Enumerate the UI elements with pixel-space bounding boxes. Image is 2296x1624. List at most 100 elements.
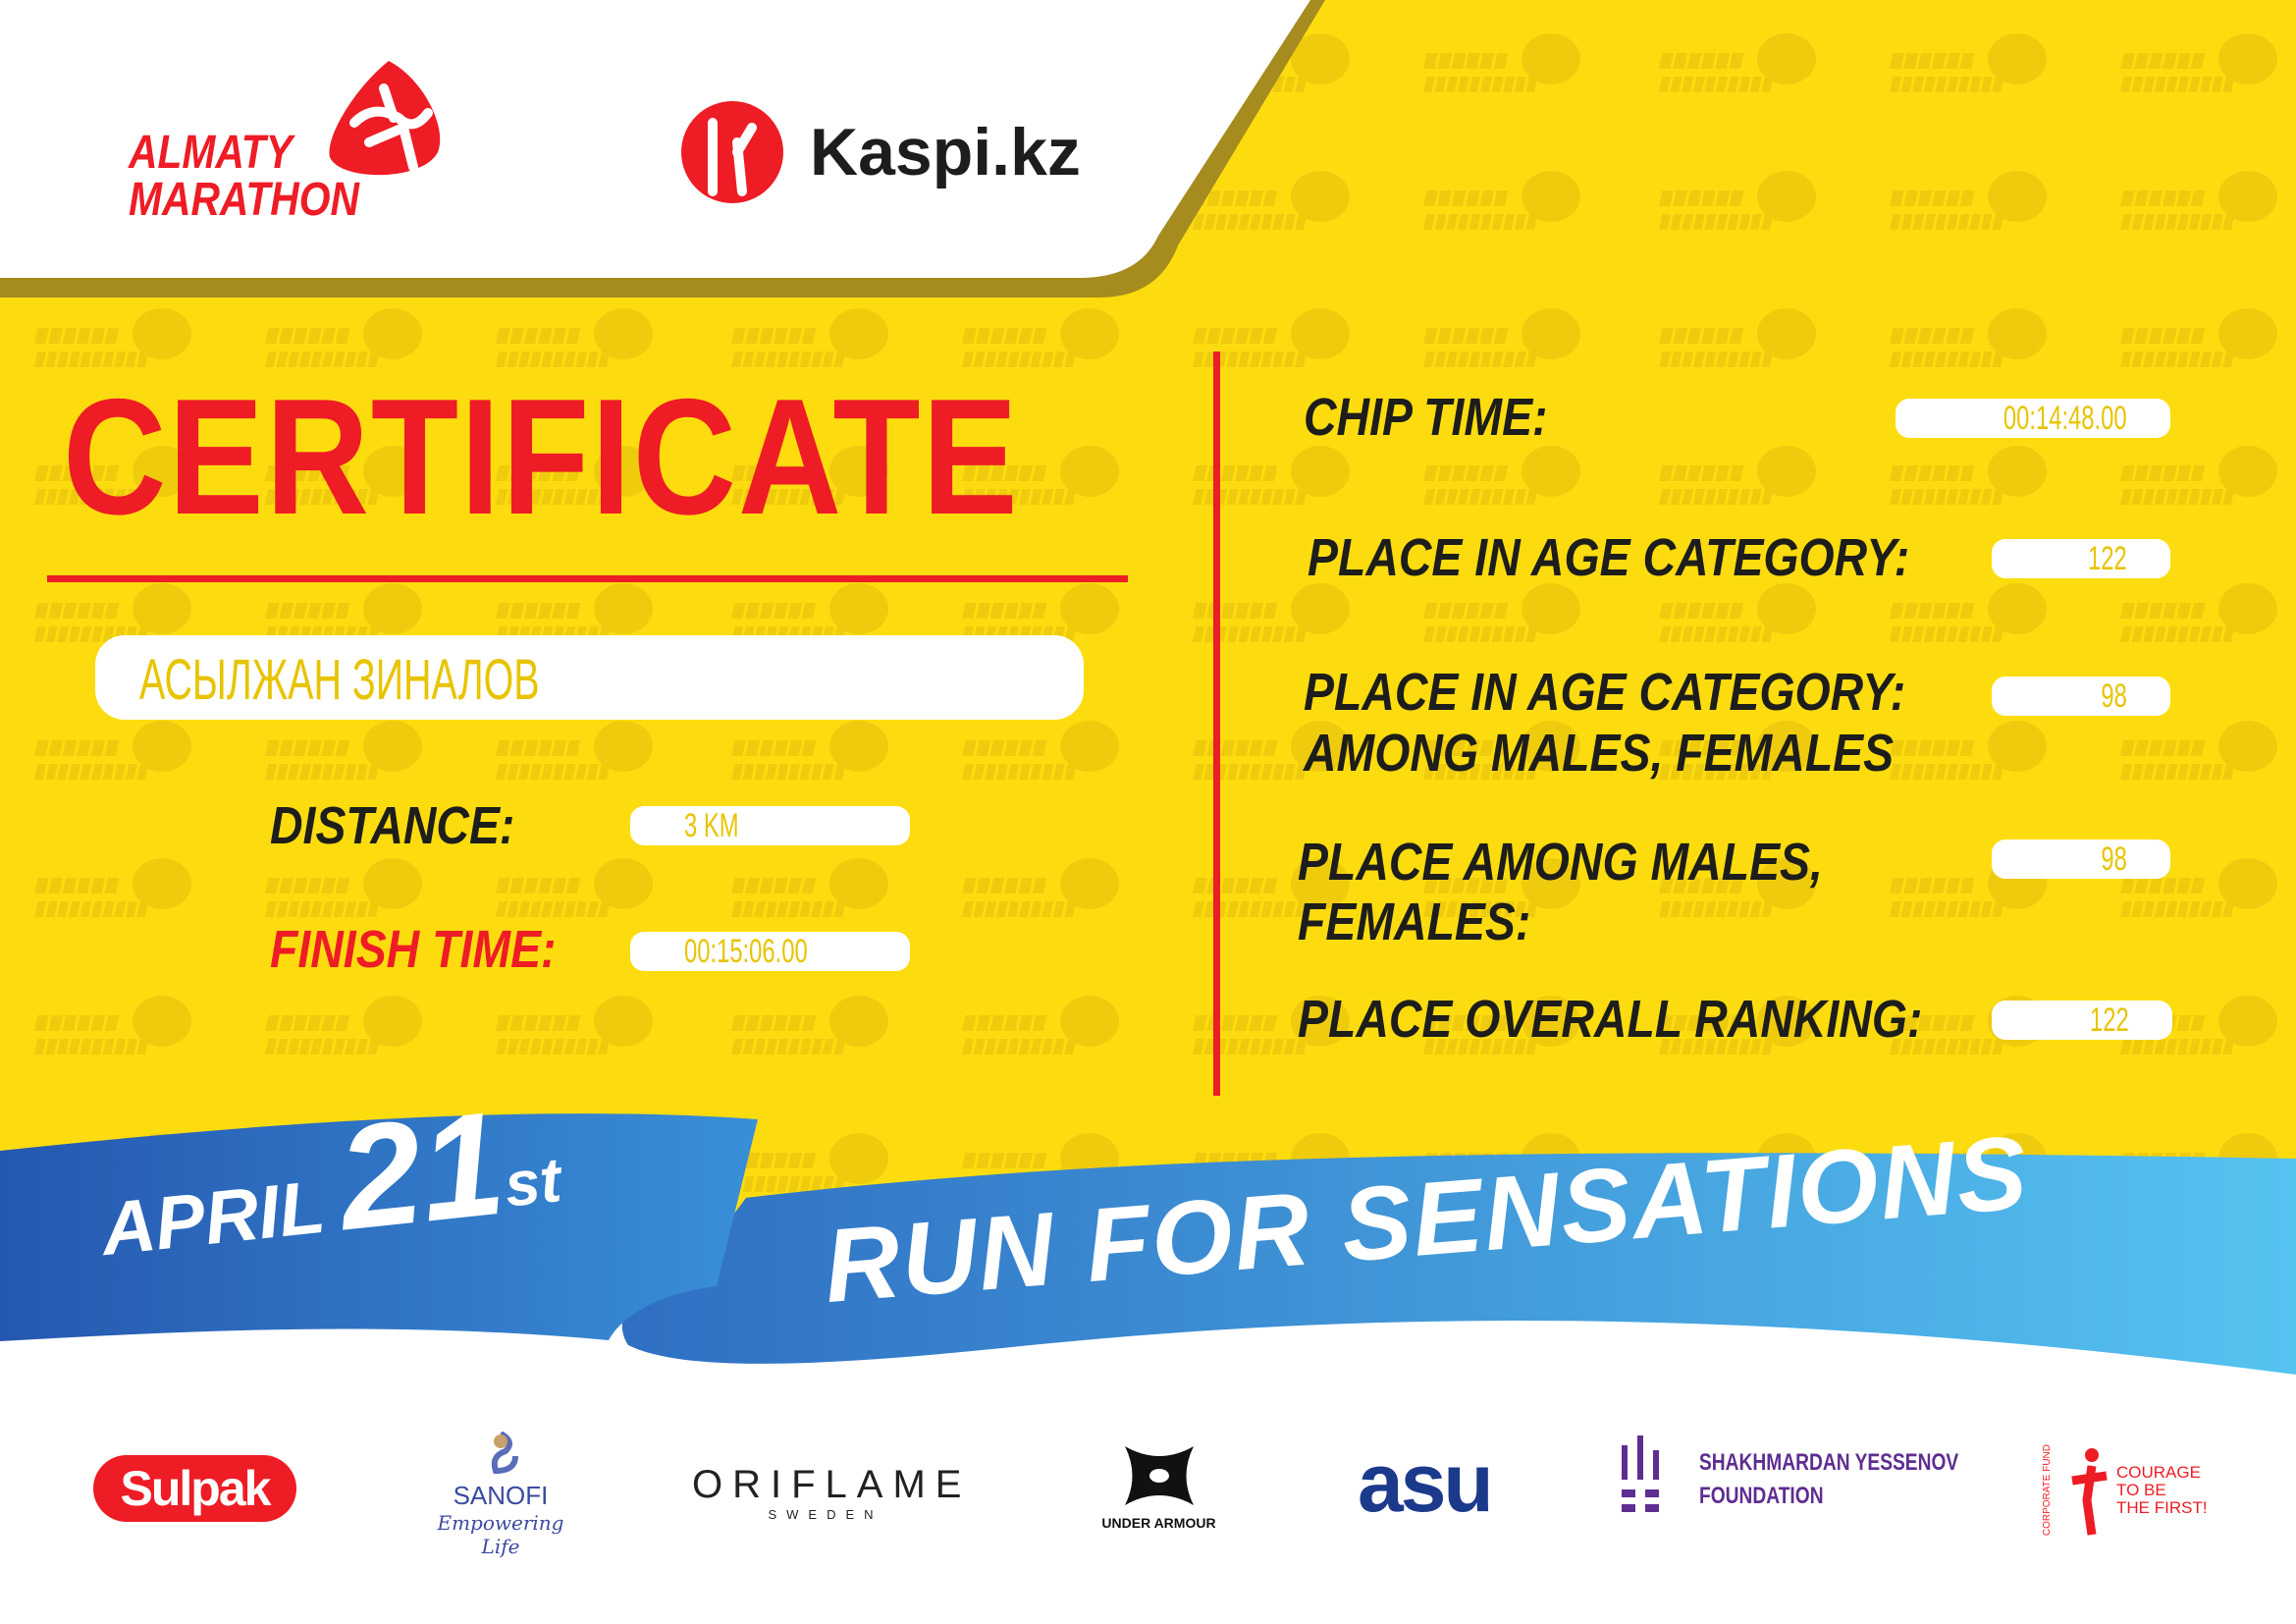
watermark-tile: [2120, 721, 2277, 780]
overall-ranking-value: 122: [2090, 1001, 2129, 1039]
oriflame-name: ORIFLAME: [692, 1463, 972, 1506]
distance-value-field: 3 KM: [630, 806, 910, 845]
courage-arc-text: CORPORATE FUND: [2042, 1444, 2053, 1537]
watermark-tile: [730, 721, 888, 780]
distance-label: DISTANCE:: [270, 796, 515, 855]
watermark-tile: [2120, 33, 2277, 92]
yessenov-line2: FOUNDATION: [1699, 1483, 1824, 1509]
race-day-suffix: st: [501, 1144, 564, 1220]
watermark-tile: [496, 583, 653, 642]
watermark-tile: [2120, 858, 2277, 917]
almaty-marathon-logo: ALMATY MARATHON: [129, 59, 453, 226]
watermark-tile: [1890, 171, 2047, 230]
watermark-tile: [961, 858, 1119, 917]
watermark-tile: [2120, 583, 2277, 642]
watermark-tile: [265, 308, 422, 367]
finish-time-value-field: 00:15:06.00: [630, 932, 910, 971]
column-divider: [1213, 352, 1220, 1096]
watermark-tile: [2120, 308, 2277, 367]
kaspi-logo: Kaspi.kz: [678, 98, 1081, 206]
watermark-tile: [1192, 308, 1350, 367]
watermark-tile: [496, 996, 653, 1055]
age-gender-place-field: 98: [1992, 677, 2170, 716]
watermark-tile: [1659, 171, 1816, 230]
sanofi-logo: SANOFI Empowering Life: [422, 1431, 579, 1558]
watermark-tile: [1193, 583, 1350, 642]
watermark-tile: [495, 858, 653, 917]
watermark-tile: [1890, 583, 2047, 642]
race-day: 21: [331, 1079, 511, 1262]
watermark-tile: [265, 858, 422, 917]
under-armour-name: UNDER ARMOUR: [1101, 1515, 1216, 1531]
age-gender-place-value: 98: [2101, 677, 2127, 715]
participant-name: АСЫЛЖАН ЗИНАЛОВ: [139, 648, 540, 712]
watermark-tile: [1423, 858, 1580, 917]
sanofi-tagline: Empowering Life: [437, 1511, 564, 1558]
gender-place-label-1: PLACE AMONG MALES,: [1298, 833, 1823, 892]
age-category-place-field: 122: [1992, 539, 2170, 578]
courage-line1: COURAGE: [2116, 1463, 2201, 1482]
watermark-tile: [1659, 858, 1816, 917]
watermark-tile: [1423, 721, 1580, 780]
oriflame-logo: ORIFLAME SWEDEN: [692, 1463, 972, 1522]
race-month: APRIL: [97, 1164, 329, 1272]
watermark-tile: [1423, 33, 1580, 92]
watermark-tile: [265, 996, 422, 1055]
watermark-tile: [1193, 721, 1350, 780]
watermark-tile: [962, 446, 1119, 505]
watermark-tile: [265, 446, 422, 505]
watermark-tile: [1422, 996, 1580, 1055]
chip-time-value-field: 00:14:48.00: [1896, 399, 2170, 438]
watermark-tile: [496, 446, 653, 505]
watermark-tile: [1659, 583, 1816, 642]
yessenov-foundation-logo: SHAKHMARDAN YESSENOV FOUNDATION: [1620, 1435, 2023, 1524]
watermark-tile: [730, 996, 888, 1055]
finish-time-label: FINISH TIME:: [270, 920, 557, 979]
logo-line2: MARATHON: [129, 174, 359, 226]
watermark-tile: [730, 858, 888, 917]
age-category-place-value: 122: [2088, 539, 2127, 577]
watermark-tile: [496, 308, 653, 367]
watermark-tile: [961, 996, 1119, 1055]
watermark-tile: [1658, 446, 1816, 505]
yessenov-bars-icon: [1622, 1435, 1659, 1512]
certificate-title: CERTIFICATE: [63, 364, 1020, 549]
gender-place-value: 98: [2101, 839, 2127, 878]
watermark-tile: [1658, 308, 1816, 367]
watermark-tile: [265, 583, 422, 642]
watermark-tile: [731, 308, 888, 367]
watermark-tile: [34, 446, 191, 505]
sanofi-name: SANOFI: [453, 1481, 549, 1510]
age-gender-place-label-2: AMONG MALES, FEMALES: [1304, 724, 1895, 783]
watermark-tile: [961, 721, 1119, 780]
watermark-tile: [1422, 446, 1580, 505]
watermark-tile: [33, 996, 191, 1055]
header-panel: [0, 0, 1325, 298]
yessenov-line1: SHAKHMARDAN YESSENOV: [1699, 1449, 1959, 1476]
participant-name-field: АСЫЛЖАН ЗИНАЛОВ: [95, 635, 1084, 720]
logo-line1: ALMATY: [129, 127, 293, 179]
asu-logo: asu: [1358, 1436, 1494, 1529]
watermark-tile: [33, 583, 191, 642]
watermark-tile: [1423, 171, 1580, 230]
watermark-tile: [1889, 446, 2047, 505]
courage-runner-icon: [2071, 1448, 2108, 1536]
overall-ranking-field: 122: [1992, 1001, 2172, 1040]
title-underline: [47, 575, 1128, 582]
watermark-tile: [265, 721, 422, 780]
age-category-place-label: PLACE IN AGE CATEGORY:: [1308, 528, 1910, 587]
watermark-tile: [731, 446, 888, 505]
sanofi-bird-icon: [491, 1431, 518, 1475]
courage-line2: TO BE: [2116, 1481, 2166, 1499]
watermark-tile: [1659, 721, 1816, 780]
courage-line3: THE FIRST!: [2116, 1498, 2208, 1517]
watermark-tile: [731, 1133, 888, 1192]
watermark-tile: [1890, 721, 2047, 780]
gender-place-label-2: FEMALES:: [1298, 893, 1531, 951]
watermark-tile: [34, 721, 191, 780]
watermark-tile: [496, 721, 653, 780]
runner-drop-icon: [329, 61, 441, 176]
watermark-tile: [34, 308, 191, 367]
watermark-tile: [1889, 308, 2047, 367]
watermark-tile: [33, 858, 191, 917]
